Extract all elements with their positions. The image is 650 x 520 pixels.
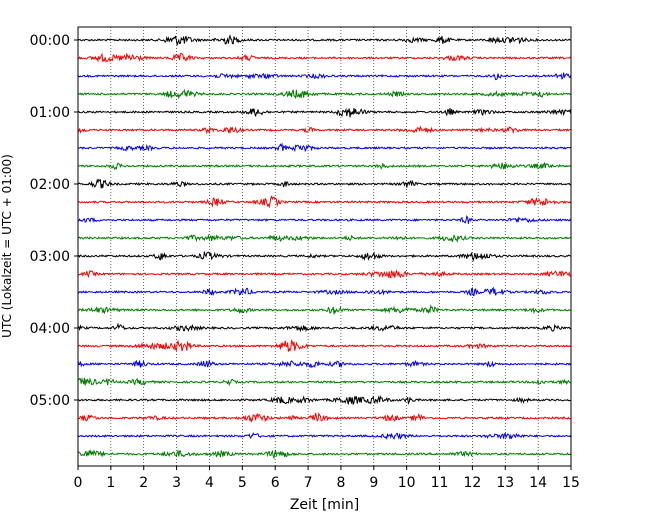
seismic-trace <box>77 395 571 406</box>
seismic-trace <box>77 359 572 369</box>
y-axis-ticks: 00:00 01:00 02:00 03:00 04:00 05:00 <box>30 33 78 409</box>
plot-background <box>78 27 571 466</box>
y-tick-label: 00:00 <box>30 33 70 49</box>
x-tick-label: 11 <box>431 475 449 491</box>
y-tick-label: 02:00 <box>30 177 70 193</box>
seismic-trace <box>77 448 572 460</box>
y-tick-label: 03:00 <box>30 249 70 265</box>
x-tick-label: 4 <box>205 475 214 491</box>
seismic-trace <box>77 52 571 63</box>
seismic-trace <box>77 142 572 153</box>
seismic-trace <box>77 338 571 352</box>
x-tick-label: 6 <box>271 475 280 491</box>
x-tick-label: 13 <box>496 475 514 491</box>
seismic-trace <box>77 431 572 441</box>
seismic-trace <box>77 195 572 209</box>
grid-lines <box>110 27 539 466</box>
plot-frame <box>77 26 572 467</box>
seismic-trace <box>77 161 572 171</box>
seismic-trace <box>77 322 572 333</box>
y-tick-label: 01:00 <box>30 105 70 121</box>
x-tick-label: 2 <box>139 475 148 491</box>
seismic-trace <box>77 34 571 46</box>
seismic-trace <box>77 304 572 315</box>
x-axis-label: Zeit [min] <box>290 497 359 513</box>
x-tick-label: 5 <box>238 475 247 491</box>
x-tick-label: 9 <box>369 475 378 491</box>
seismic-trace <box>77 178 571 189</box>
seismic-trace <box>77 88 571 100</box>
seismic-trace <box>77 412 571 423</box>
x-tick-label: 15 <box>562 475 580 491</box>
x-axis-ticks: 0 1 2 3 4 5 6 7 8 9 10 11 12 13 14 15 <box>74 466 580 491</box>
seismic-trace <box>77 233 571 244</box>
x-tick-label: 7 <box>304 475 313 491</box>
x-tick-label: 1 <box>106 475 115 491</box>
y-axis-label: UTC (Lokalzeit = UTC + 01:00) <box>0 154 14 338</box>
y-tick-label: 05:00 <box>30 393 70 409</box>
seismic-trace <box>77 377 571 387</box>
x-tick-label: 14 <box>529 475 547 491</box>
x-tick-label: 12 <box>463 475 481 491</box>
seismic-trace <box>77 125 571 135</box>
seismic-trace <box>77 251 572 262</box>
y-tick-label: 04:00 <box>30 321 70 337</box>
seismic-trace <box>77 269 571 279</box>
seismic-trace <box>77 286 571 297</box>
x-tick-label: 0 <box>74 475 83 491</box>
seismic-trace <box>77 214 572 224</box>
x-tick-label: 10 <box>398 475 416 491</box>
seismic-trace <box>77 72 572 81</box>
seismic-trace <box>77 107 572 118</box>
x-tick-label: 3 <box>172 475 181 491</box>
x-tick-label: 8 <box>336 475 345 491</box>
seismic-traces <box>77 34 572 460</box>
